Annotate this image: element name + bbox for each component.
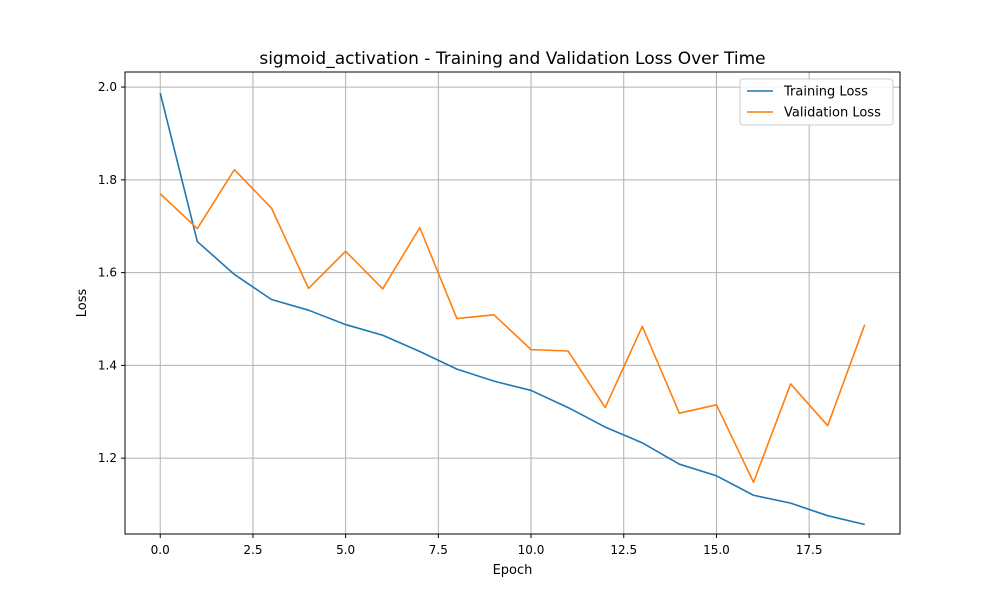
y-tick-label: 2.0: [98, 80, 117, 94]
x-tick-label: 0.0: [151, 543, 170, 557]
y-tick-label: 1.2: [98, 451, 117, 465]
y-axis: 1.2 1.4 1.6 1.8 2.0: [98, 80, 125, 465]
chart-title: sigmoid_activation - Training and Valida…: [259, 49, 765, 69]
x-tick-label: 15.0: [703, 543, 730, 557]
x-tick-label: 12.5: [610, 543, 637, 557]
legend: Training Loss Validation Loss: [739, 78, 894, 126]
legend-label: Validation Loss: [784, 106, 881, 121]
x-tick-label: 5.0: [336, 543, 355, 557]
plot-frame: [124, 71, 901, 535]
legend-label: Training Loss: [783, 85, 868, 100]
legend-box: [739, 78, 894, 126]
y-axis-label: Loss: [75, 289, 90, 318]
x-tick-label: 17.5: [796, 543, 823, 557]
x-tick-label: 7.5: [429, 543, 448, 557]
x-tick-label: 10.0: [518, 543, 545, 557]
x-axis: 0.0 2.5 5.0 7.5 10.0 12.5 15.0 17.5: [151, 534, 823, 557]
x-axis-label: Epoch: [493, 563, 533, 578]
y-tick-label: 1.8: [98, 173, 117, 187]
y-tick-label: 1.4: [98, 358, 117, 372]
series-line-validation-loss: [159, 168, 866, 484]
x-tick-label: 2.5: [243, 543, 262, 557]
series-line-training-loss: [159, 92, 865, 526]
y-tick-label: 1.6: [98, 266, 117, 280]
series-lines: [159, 92, 866, 526]
grid-lines: [125, 72, 900, 534]
